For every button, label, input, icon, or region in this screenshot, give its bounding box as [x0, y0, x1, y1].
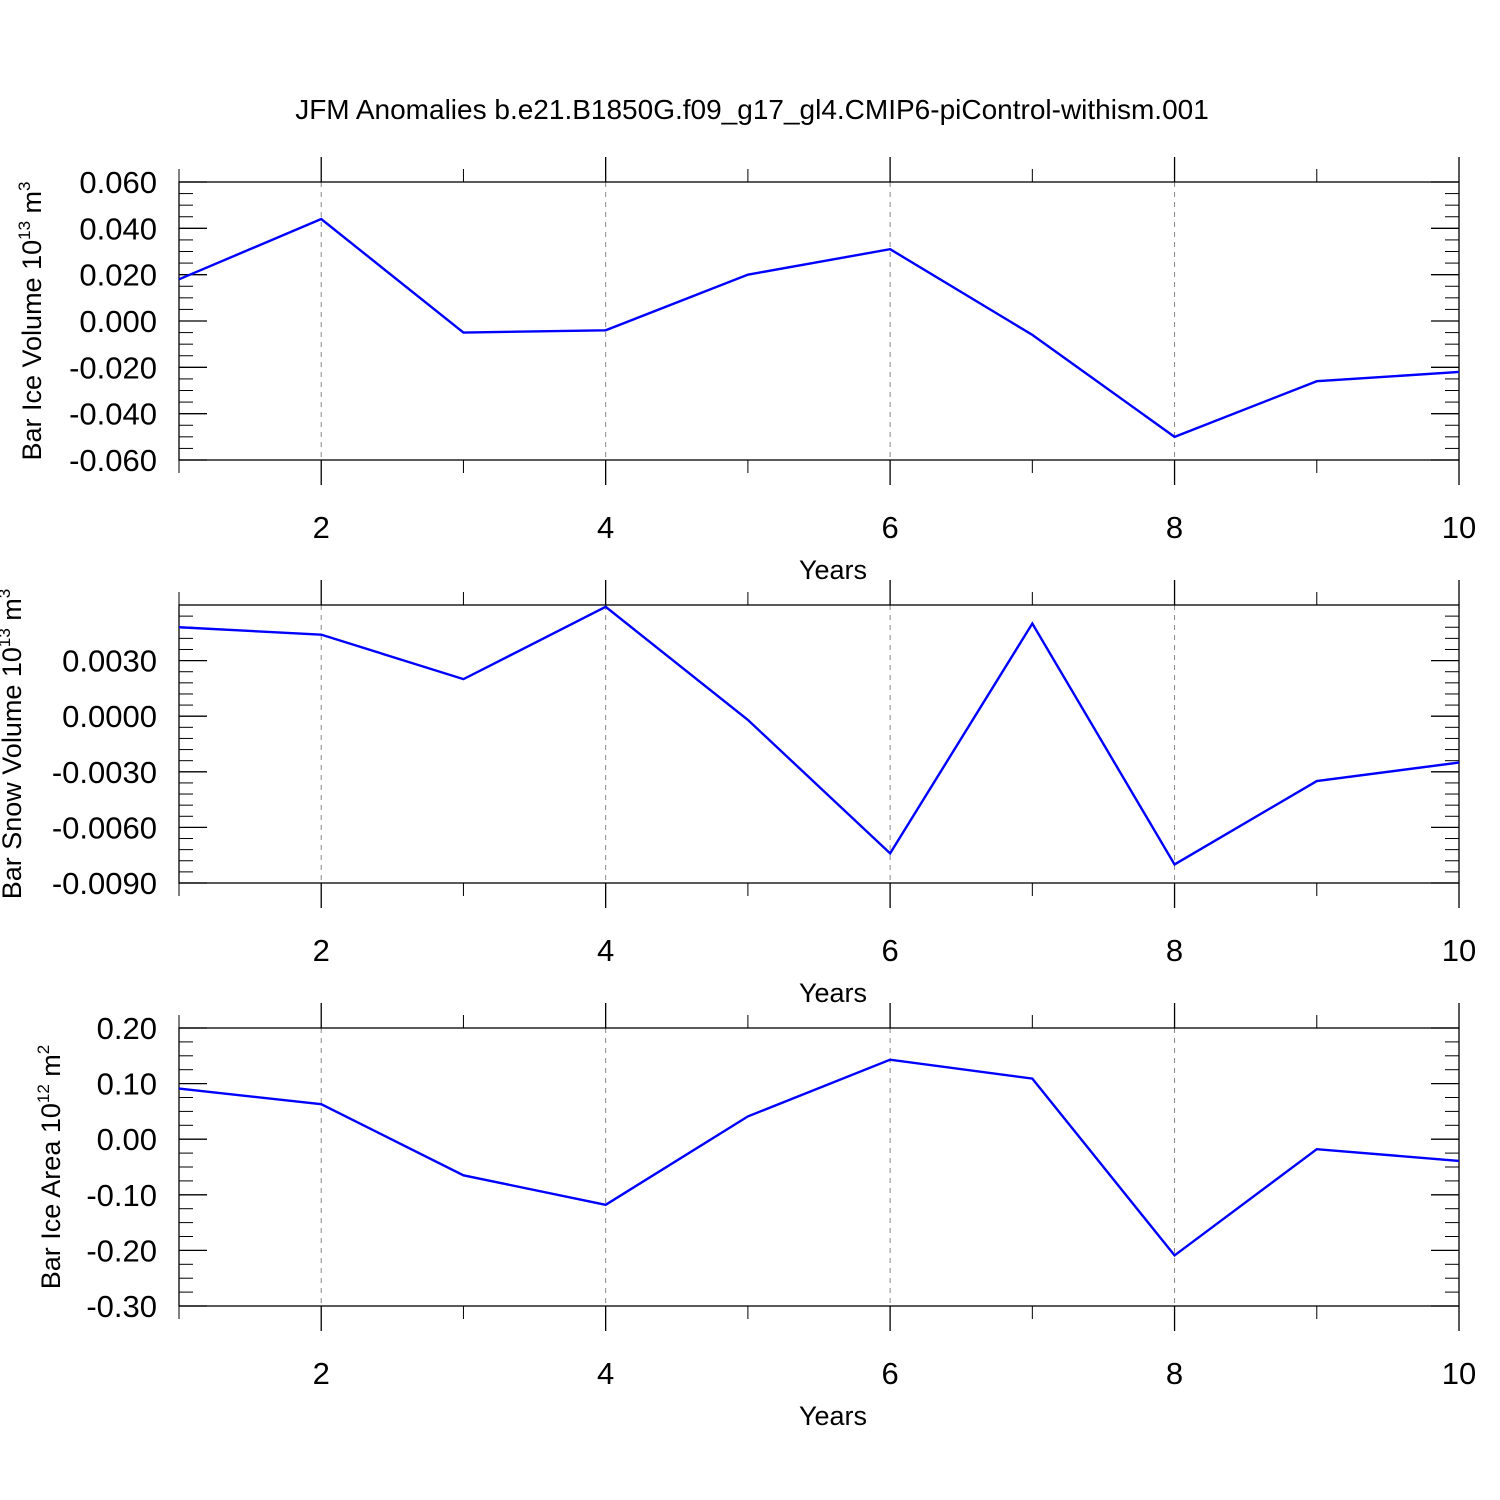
x-tick-label: 4: [597, 510, 614, 545]
x-tick-label: 6: [881, 510, 898, 545]
y-tick-label: 0.040: [79, 211, 157, 246]
y-axis-title: Bar Ice Volume 1013 m3: [15, 181, 47, 460]
y-tick-label: -0.020: [69, 350, 157, 385]
series-line: [178, 217, 1460, 439]
x-axis-title: Years: [799, 1401, 867, 1431]
y-tick-label: 0.00: [97, 1122, 157, 1157]
x-tick-label: 8: [1166, 1356, 1183, 1391]
x-tick-label: 6: [881, 1356, 898, 1391]
y-tick-label: 0.000: [79, 304, 157, 339]
x-tick-label: 8: [1166, 510, 1183, 545]
y-tick-label: -0.20: [86, 1233, 157, 1268]
figure-title: JFM Anomalies b.e21.B1850G.f09_g17_gl4.C…: [295, 94, 1209, 125]
x-axis-title: Years: [799, 978, 867, 1008]
y-tick-label: 0.0000: [62, 699, 157, 734]
y-axis-title: Bar Ice Area 1012 m2: [34, 1045, 66, 1290]
x-tick-label: 4: [597, 933, 614, 968]
y-tick-label: -0.0090: [52, 866, 157, 901]
y-tick-label: 0.020: [79, 258, 157, 293]
series-line: [178, 605, 1460, 867]
x-tick-label: 10: [1442, 1356, 1476, 1391]
panel-ice-area: 2 4 6 8 10 0.20 0.10 0.00 -0.10 -0.20 -0.30 Years Ba…: [34, 1003, 1476, 1431]
y-axis-title: Bar Snow Volume 1013 m3: [0, 589, 27, 900]
series-line: [178, 1058, 1460, 1258]
plot-frame: [178, 181, 1460, 461]
x-tick-label: 6: [881, 933, 898, 968]
x-tick-label: 10: [1442, 510, 1476, 545]
y-tick-label: 0.0030: [62, 644, 157, 679]
y-tick-label: 0.10: [97, 1067, 157, 1102]
y-tick-label: 0.20: [97, 1011, 157, 1046]
x-tick-label: 4: [597, 1356, 614, 1391]
y-tick-label: -0.0030: [52, 755, 157, 790]
panel-snow-volume: 2 4 6 8 10 0.0030 0.0000 -0.0030 -0.0060 -0.0090 Y…: [0, 580, 1476, 1008]
x-tick-label: 10: [1442, 933, 1476, 968]
x-tick-label: 2: [313, 1356, 330, 1391]
plot-frame: [178, 1027, 1460, 1307]
panel-ice-volume: 2 4 6 8 10 0.060 0.040 0.020 0.000 -0.020 -0.040 -0…: [15, 157, 1476, 585]
plot-frame: [178, 604, 1460, 884]
y-tick-label: -0.060: [69, 443, 157, 478]
x-tick-label: 2: [313, 933, 330, 968]
x-tick-label: 2: [313, 510, 330, 545]
y-tick-label: -0.10: [86, 1178, 157, 1213]
y-tick-label: -0.040: [69, 397, 157, 432]
y-tick-label: -0.30: [86, 1289, 157, 1324]
y-tick-label: -0.0060: [52, 810, 157, 845]
y-tick-label: 0.060: [79, 165, 157, 200]
x-tick-label: 8: [1166, 933, 1183, 968]
x-axis-title: Years: [799, 555, 867, 585]
